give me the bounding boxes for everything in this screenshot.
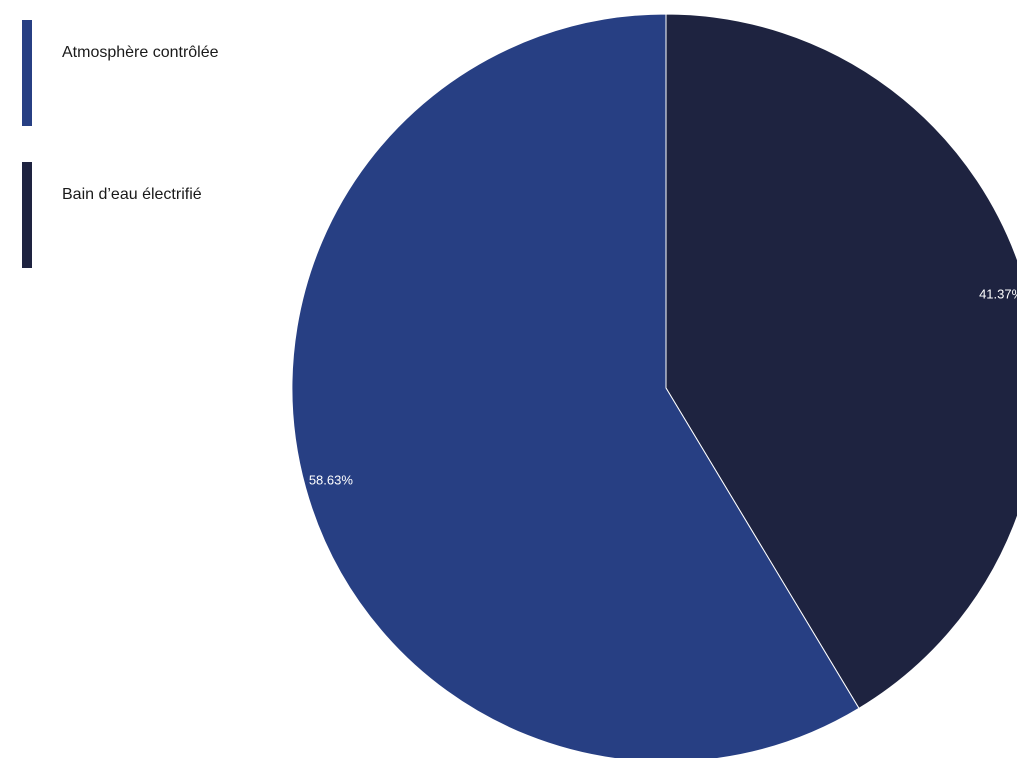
pie-slice-label-0: 41.37% (979, 286, 1017, 301)
legend-label-bain-eau-electrifie: Bain d’eau électrifié (62, 186, 202, 203)
pie-slice-label-1: 58.63% (309, 473, 354, 488)
pie-slice-labels: 41.37% 58.63% (309, 286, 1017, 487)
legend-swatch-bain-eau-electrifie (22, 162, 32, 268)
pie-slice-0 (665, 13, 1017, 710)
legend-swatch-atmosphere-controlee (22, 20, 32, 126)
pie-slices (291, 13, 1017, 758)
legend-label-atmosphere-controlee: Atmosphère contrôlée (62, 44, 219, 61)
pie-slice-1 (291, 13, 860, 758)
